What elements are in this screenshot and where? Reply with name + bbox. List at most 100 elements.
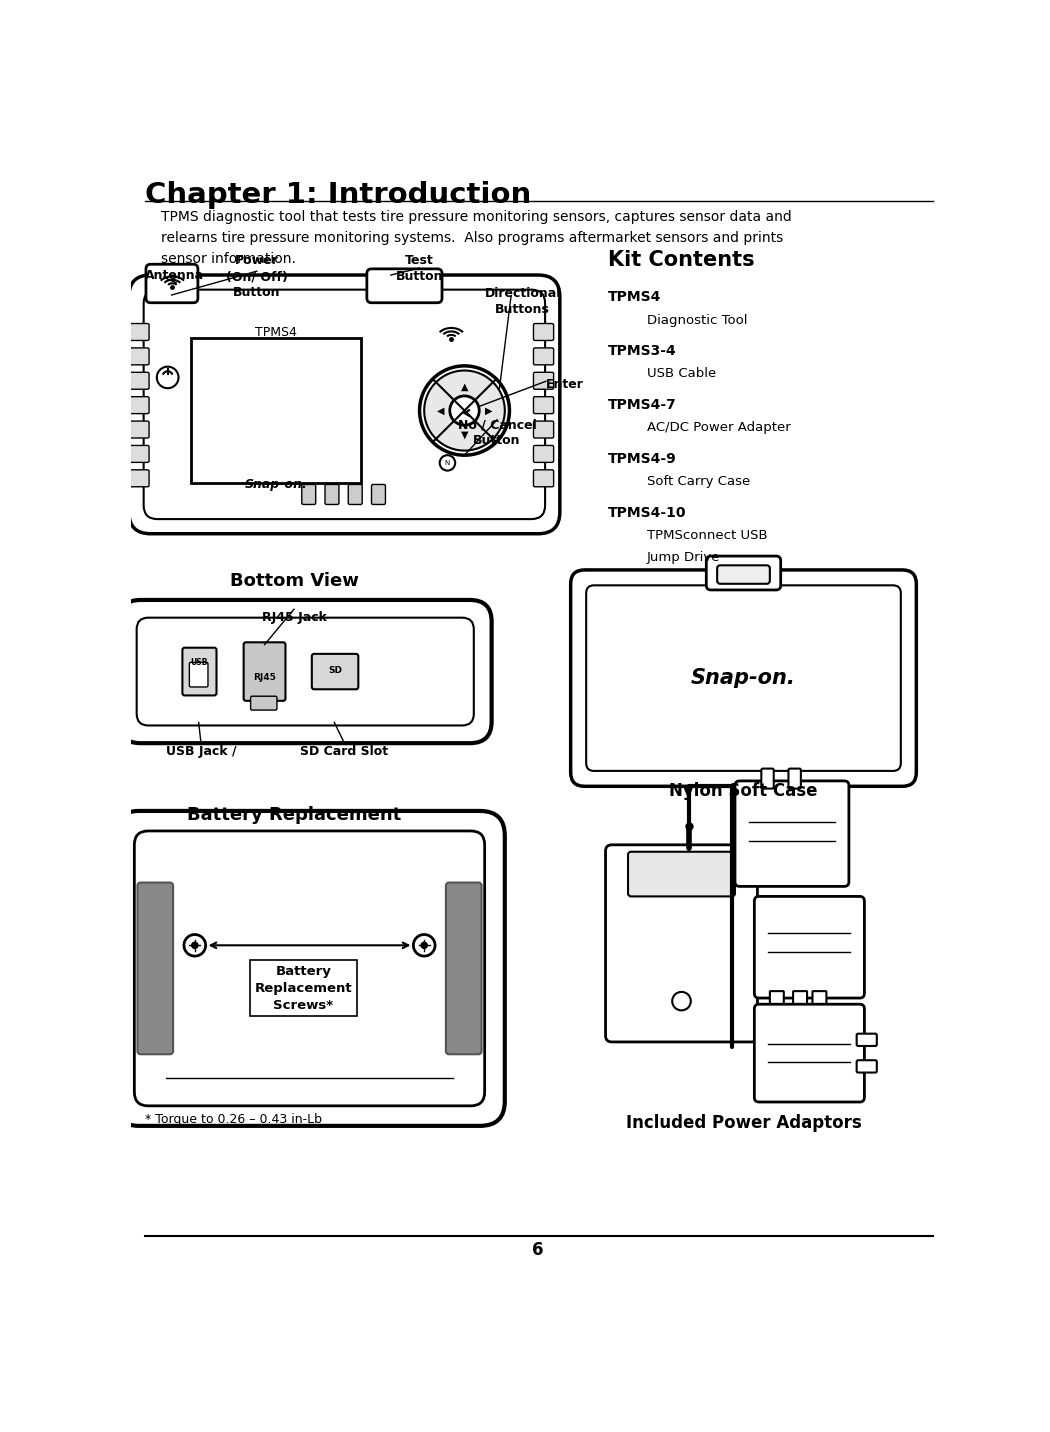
Text: ▲: ▲ <box>461 381 468 391</box>
FancyBboxPatch shape <box>136 617 474 726</box>
Text: TPMS diagnostic tool that tests tire pressure monitoring sensors, captures senso: TPMS diagnostic tool that tests tire pre… <box>161 211 792 265</box>
FancyBboxPatch shape <box>114 811 505 1126</box>
FancyBboxPatch shape <box>533 348 553 365</box>
FancyBboxPatch shape <box>129 470 149 487</box>
FancyBboxPatch shape <box>189 663 208 687</box>
FancyBboxPatch shape <box>366 269 442 302</box>
FancyBboxPatch shape <box>138 882 173 1054</box>
Text: SD Card Slot: SD Card Slot <box>300 745 388 758</box>
FancyBboxPatch shape <box>571 570 917 786</box>
Text: RJ45: RJ45 <box>253 673 276 682</box>
Text: USB Jack /: USB Jack / <box>166 745 236 758</box>
FancyBboxPatch shape <box>761 769 774 789</box>
FancyBboxPatch shape <box>191 338 361 483</box>
FancyBboxPatch shape <box>707 556 781 590</box>
FancyBboxPatch shape <box>446 882 482 1054</box>
Text: Kit Contents: Kit Contents <box>608 251 755 271</box>
FancyBboxPatch shape <box>183 647 216 696</box>
Text: Bottom View: Bottom View <box>230 573 358 590</box>
FancyBboxPatch shape <box>533 397 553 414</box>
Text: TPMS4: TPMS4 <box>608 291 662 305</box>
Circle shape <box>156 367 178 388</box>
FancyBboxPatch shape <box>789 769 801 789</box>
FancyBboxPatch shape <box>533 372 553 390</box>
FancyBboxPatch shape <box>129 445 149 463</box>
FancyBboxPatch shape <box>326 484 339 504</box>
FancyBboxPatch shape <box>770 991 783 1011</box>
FancyBboxPatch shape <box>754 896 864 998</box>
FancyBboxPatch shape <box>857 1034 877 1045</box>
Circle shape <box>420 367 509 455</box>
FancyBboxPatch shape <box>793 991 807 1011</box>
Text: TPMSconnect USB: TPMSconnect USB <box>647 528 768 543</box>
FancyBboxPatch shape <box>312 654 358 689</box>
Text: Snap-on.: Snap-on. <box>691 669 796 689</box>
FancyBboxPatch shape <box>533 324 553 341</box>
Text: Snap-on.: Snap-on. <box>245 478 308 491</box>
FancyBboxPatch shape <box>129 397 149 414</box>
Text: TPMS4-10: TPMS4-10 <box>608 505 687 520</box>
FancyBboxPatch shape <box>301 484 316 504</box>
Text: ▶: ▶ <box>485 405 492 415</box>
Text: ◀: ◀ <box>437 405 444 415</box>
FancyBboxPatch shape <box>857 1060 877 1073</box>
Text: ▼: ▼ <box>461 430 468 440</box>
Text: Battery Replacement: Battery Replacement <box>187 806 401 825</box>
Text: TPMS4-9: TPMS4-9 <box>608 453 676 467</box>
Text: USB: USB <box>190 659 207 667</box>
Text: N: N <box>445 460 450 465</box>
FancyBboxPatch shape <box>813 991 826 1011</box>
FancyBboxPatch shape <box>606 845 757 1042</box>
Text: TPMS4-7: TPMS4-7 <box>608 398 676 412</box>
Text: Antenna: Antenna <box>145 269 205 282</box>
Text: Nylon Soft Case: Nylon Soft Case <box>669 782 818 799</box>
Text: Soft Carry Case: Soft Carry Case <box>647 475 750 488</box>
FancyBboxPatch shape <box>717 566 770 584</box>
FancyBboxPatch shape <box>244 643 286 700</box>
Text: Power
(On/ Off)
Button: Power (On/ Off) Button <box>226 255 288 299</box>
Text: AC/DC Power Adapter: AC/DC Power Adapter <box>647 421 791 434</box>
Text: Jump Drive: Jump Drive <box>647 551 720 564</box>
Circle shape <box>414 935 435 957</box>
FancyBboxPatch shape <box>735 780 848 886</box>
Text: Chapter 1: Introduction: Chapter 1: Introduction <box>145 180 531 209</box>
Text: Battery
Replacement
Screws*: Battery Replacement Screws* <box>254 965 352 1011</box>
Text: Enter: Enter <box>546 378 584 391</box>
Circle shape <box>192 942 197 948</box>
Text: Included Power Adaptors: Included Power Adaptors <box>626 1114 861 1133</box>
Circle shape <box>421 942 427 948</box>
Text: 6: 6 <box>532 1240 544 1259</box>
FancyBboxPatch shape <box>129 275 560 534</box>
Circle shape <box>184 935 206 957</box>
FancyBboxPatch shape <box>533 445 553 463</box>
Text: No / Cancel
Button: No / Cancel Button <box>458 418 537 447</box>
FancyBboxPatch shape <box>628 852 735 896</box>
Circle shape <box>672 992 691 1011</box>
FancyBboxPatch shape <box>134 831 485 1106</box>
Text: Diagnostic Tool: Diagnostic Tool <box>647 314 748 326</box>
Circle shape <box>440 455 456 471</box>
Circle shape <box>424 371 505 451</box>
Text: * Torque to 0.26 – 0.43 in-Lb: * Torque to 0.26 – 0.43 in-Lb <box>145 1113 322 1126</box>
FancyBboxPatch shape <box>129 324 149 341</box>
FancyBboxPatch shape <box>533 421 553 438</box>
FancyBboxPatch shape <box>146 265 197 302</box>
FancyBboxPatch shape <box>533 470 553 487</box>
FancyBboxPatch shape <box>119 600 491 743</box>
Text: Test
Button: Test Button <box>396 255 443 284</box>
FancyBboxPatch shape <box>754 1004 864 1103</box>
FancyBboxPatch shape <box>251 696 277 710</box>
FancyBboxPatch shape <box>129 421 149 438</box>
Text: SD: SD <box>328 666 342 676</box>
Text: TPMS4: TPMS4 <box>255 326 297 339</box>
Text: USB Cable: USB Cable <box>647 368 716 381</box>
FancyBboxPatch shape <box>586 586 901 770</box>
FancyBboxPatch shape <box>129 348 149 365</box>
FancyBboxPatch shape <box>144 289 545 520</box>
Text: TPMS3-4: TPMS3-4 <box>608 344 676 358</box>
Text: RJ45 Jack: RJ45 Jack <box>261 610 327 624</box>
FancyBboxPatch shape <box>129 372 149 390</box>
Circle shape <box>449 395 479 425</box>
FancyBboxPatch shape <box>372 484 385 504</box>
FancyBboxPatch shape <box>349 484 362 504</box>
